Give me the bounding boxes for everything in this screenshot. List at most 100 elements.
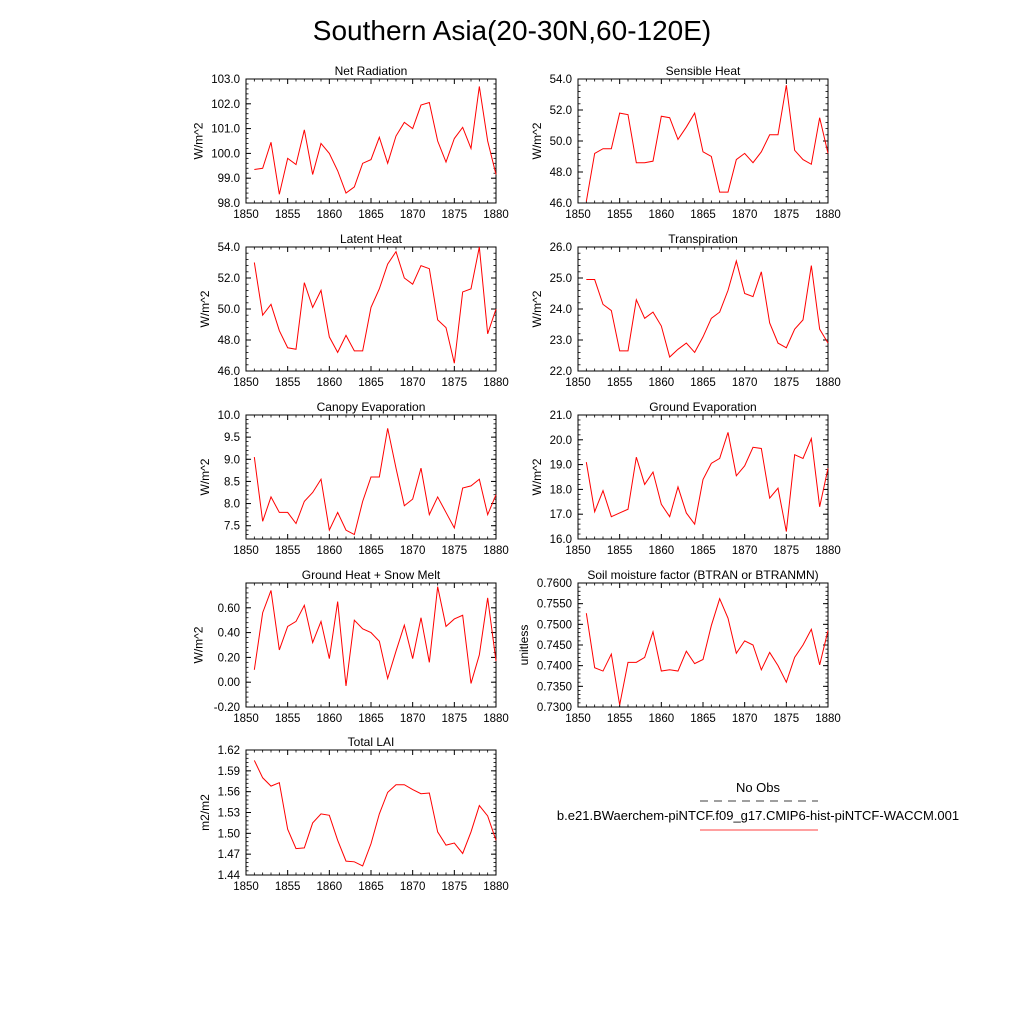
y-tick-label: 50.0: [550, 136, 572, 148]
x-tick-label: 1870: [732, 545, 758, 557]
plot-frame: [577, 246, 829, 372]
y-axis-label: W/m^2: [530, 122, 544, 159]
panel-title: Ground Evaporation: [649, 400, 756, 414]
y-tick-label: 0.7400: [537, 661, 572, 673]
y-tick-label: 18.0: [550, 484, 572, 496]
x-tick-label: 1880: [483, 377, 509, 389]
chart-panel: Sensible Heat 1850 1855 1860 1865 1870 1875 188…: [530, 64, 841, 221]
y-tick-label: 46.0: [550, 198, 572, 210]
x-tick-label: 1865: [358, 377, 384, 389]
y-axis-label: W/m^2: [198, 290, 212, 327]
x-tick-label: 1850: [565, 713, 591, 725]
y-tick-label: 0.60: [218, 603, 240, 615]
series-line: [253, 428, 497, 536]
x-tick-label: 1860: [649, 209, 675, 221]
y-tick-label: 25.0: [550, 273, 572, 285]
y-tick-label: 0.7300: [537, 702, 572, 714]
x-tick-label: 1860: [317, 209, 343, 221]
x-tick-label: 1855: [607, 377, 633, 389]
x-tick-label: 1860: [649, 377, 675, 389]
legend-obs-label: No Obs: [736, 780, 781, 795]
y-axis-label: W/m^2: [530, 458, 544, 495]
x-tick-label: 1875: [442, 713, 468, 725]
x-tick-label: 1865: [358, 713, 384, 725]
plot-frame: [577, 414, 829, 540]
x-tick-label: 1865: [690, 545, 716, 557]
y-tick-label: 0.7600: [537, 578, 572, 590]
y-tick-label: 1.59: [218, 766, 240, 778]
x-tick-label: 1880: [483, 881, 509, 893]
y-tick-label: 50.0: [218, 304, 240, 316]
x-tick-label: 1850: [233, 209, 259, 221]
plot-frame: [245, 78, 497, 204]
y-tick-label: 98.0: [218, 198, 240, 210]
x-tick-label: 1870: [732, 713, 758, 725]
y-tick-label: 0.40: [218, 628, 240, 640]
y-tick-label: 10.0: [218, 410, 240, 422]
x-tick-label: 1875: [774, 377, 800, 389]
y-tick-label: 1.56: [218, 787, 240, 799]
panel-title: Sensible Heat: [666, 64, 741, 78]
x-tick-label: 1855: [607, 713, 633, 725]
x-tick-label: 1880: [815, 209, 841, 221]
y-tick-label: -0.20: [214, 702, 240, 714]
x-tick-label: 1870: [400, 209, 426, 221]
panels: Net Radiation 1850 1855 1860 1865 1870 1875 188…: [192, 64, 841, 893]
panel-title: Transpiration: [668, 232, 738, 246]
x-tick-label: 1850: [565, 377, 591, 389]
x-tick-label: 1850: [233, 377, 259, 389]
y-tick-label: 19.0: [550, 460, 572, 472]
x-tick-label: 1850: [565, 545, 591, 557]
x-tick-label: 1880: [815, 545, 841, 557]
y-tick-label: 101.0: [211, 124, 240, 136]
y-tick-label: 16.0: [550, 534, 572, 546]
x-tick-label: 1875: [442, 881, 468, 893]
y-tick-label: 0.7350: [537, 681, 572, 693]
y-tick-label: 20.0: [550, 435, 572, 447]
y-tick-label: 7.5: [224, 521, 240, 533]
plot-frame: [577, 582, 829, 708]
panel-title: Canopy Evaporation: [317, 400, 426, 414]
y-tick-label: 26.0: [550, 242, 572, 254]
x-tick-label: 1880: [483, 545, 509, 557]
y-tick-label: 52.0: [550, 105, 572, 117]
y-tick-label: 9.0: [224, 454, 240, 466]
y-tick-label: 0.20: [218, 652, 240, 664]
x-tick-label: 1875: [442, 377, 468, 389]
x-tick-label: 1880: [815, 377, 841, 389]
x-tick-label: 1875: [774, 545, 800, 557]
x-tick-label: 1860: [649, 545, 675, 557]
y-tick-label: 9.5: [224, 432, 240, 444]
x-tick-label: 1855: [607, 545, 633, 557]
y-tick-label: 100.0: [211, 148, 240, 160]
x-tick-label: 1855: [275, 209, 301, 221]
x-tick-label: 1855: [275, 713, 301, 725]
x-tick-label: 1870: [400, 377, 426, 389]
panel-title: Soil moisture factor (BTRAN or BTRANMN): [587, 568, 818, 582]
x-tick-label: 1880: [483, 713, 509, 725]
x-tick-label: 1875: [774, 209, 800, 221]
y-tick-label: 99.0: [218, 173, 240, 185]
y-tick-label: 1.47: [218, 849, 240, 861]
x-tick-label: 1870: [732, 209, 758, 221]
x-tick-label: 1880: [815, 713, 841, 725]
y-tick-label: 48.0: [218, 335, 240, 347]
panel-title: Total LAI: [348, 735, 395, 749]
x-tick-label: 1865: [358, 209, 384, 221]
x-tick-label: 1875: [442, 545, 468, 557]
y-tick-label: 8.0: [224, 499, 240, 511]
x-tick-label: 1860: [317, 881, 343, 893]
y-tick-label: 17.0: [550, 509, 572, 521]
x-tick-label: 1855: [607, 209, 633, 221]
y-axis-label: W/m^2: [198, 458, 212, 495]
y-tick-label: 0.7500: [537, 619, 572, 631]
plot-frame: [245, 749, 497, 876]
y-tick-label: 8.5: [224, 476, 240, 488]
x-tick-label: 1865: [358, 881, 384, 893]
x-tick-label: 1865: [690, 713, 716, 725]
y-tick-label: 0.7550: [537, 599, 572, 611]
y-axis-label: W/m^2: [192, 626, 206, 663]
y-tick-label: 52.0: [218, 273, 240, 285]
panel-title: Ground Heat + Snow Melt: [302, 568, 441, 582]
figure-title: Southern Asia(20-30N,60-120E): [313, 15, 711, 46]
